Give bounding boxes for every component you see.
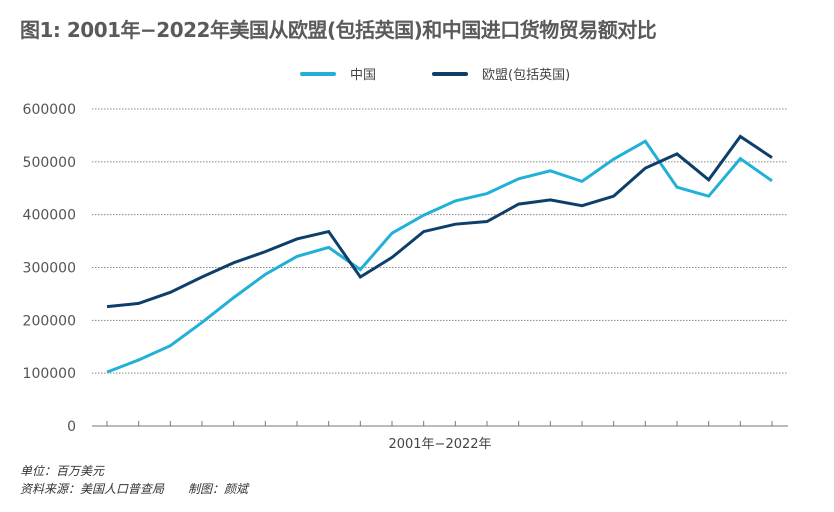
legend-label: 中国 (350, 68, 377, 83)
series-line-0 (106, 139, 773, 374)
source-note: 资料来源：美国人口普查局 制图：颜斌 (20, 482, 249, 496)
y-tick-label: 500000 (23, 155, 76, 171)
y-tick-label: 0 (67, 419, 76, 435)
x-axis-label: 2001年−2022年 (388, 437, 491, 452)
chart-title: 图1: 2001年−2022年美国从欧盟(包括英国)和中国进口货物贸易额对比 (20, 18, 657, 42)
legend-label: 欧盟(包括英国) (482, 68, 571, 83)
series-line-1 (106, 134, 773, 309)
y-tick-label: 300000 (23, 261, 76, 277)
legend-item-eu: 欧盟(包括英国) (432, 64, 570, 83)
y-tick-label: 100000 (23, 366, 76, 382)
legend-swatch (432, 71, 468, 76)
legend-swatch (300, 71, 336, 76)
unit-note: 单位：百万美元 (20, 464, 105, 478)
y-tick-label: 400000 (23, 208, 76, 224)
legend-item-china: 中国 (300, 64, 376, 83)
y-tick-label: 200000 (23, 313, 76, 329)
y-tick-label: 600000 (23, 102, 76, 118)
